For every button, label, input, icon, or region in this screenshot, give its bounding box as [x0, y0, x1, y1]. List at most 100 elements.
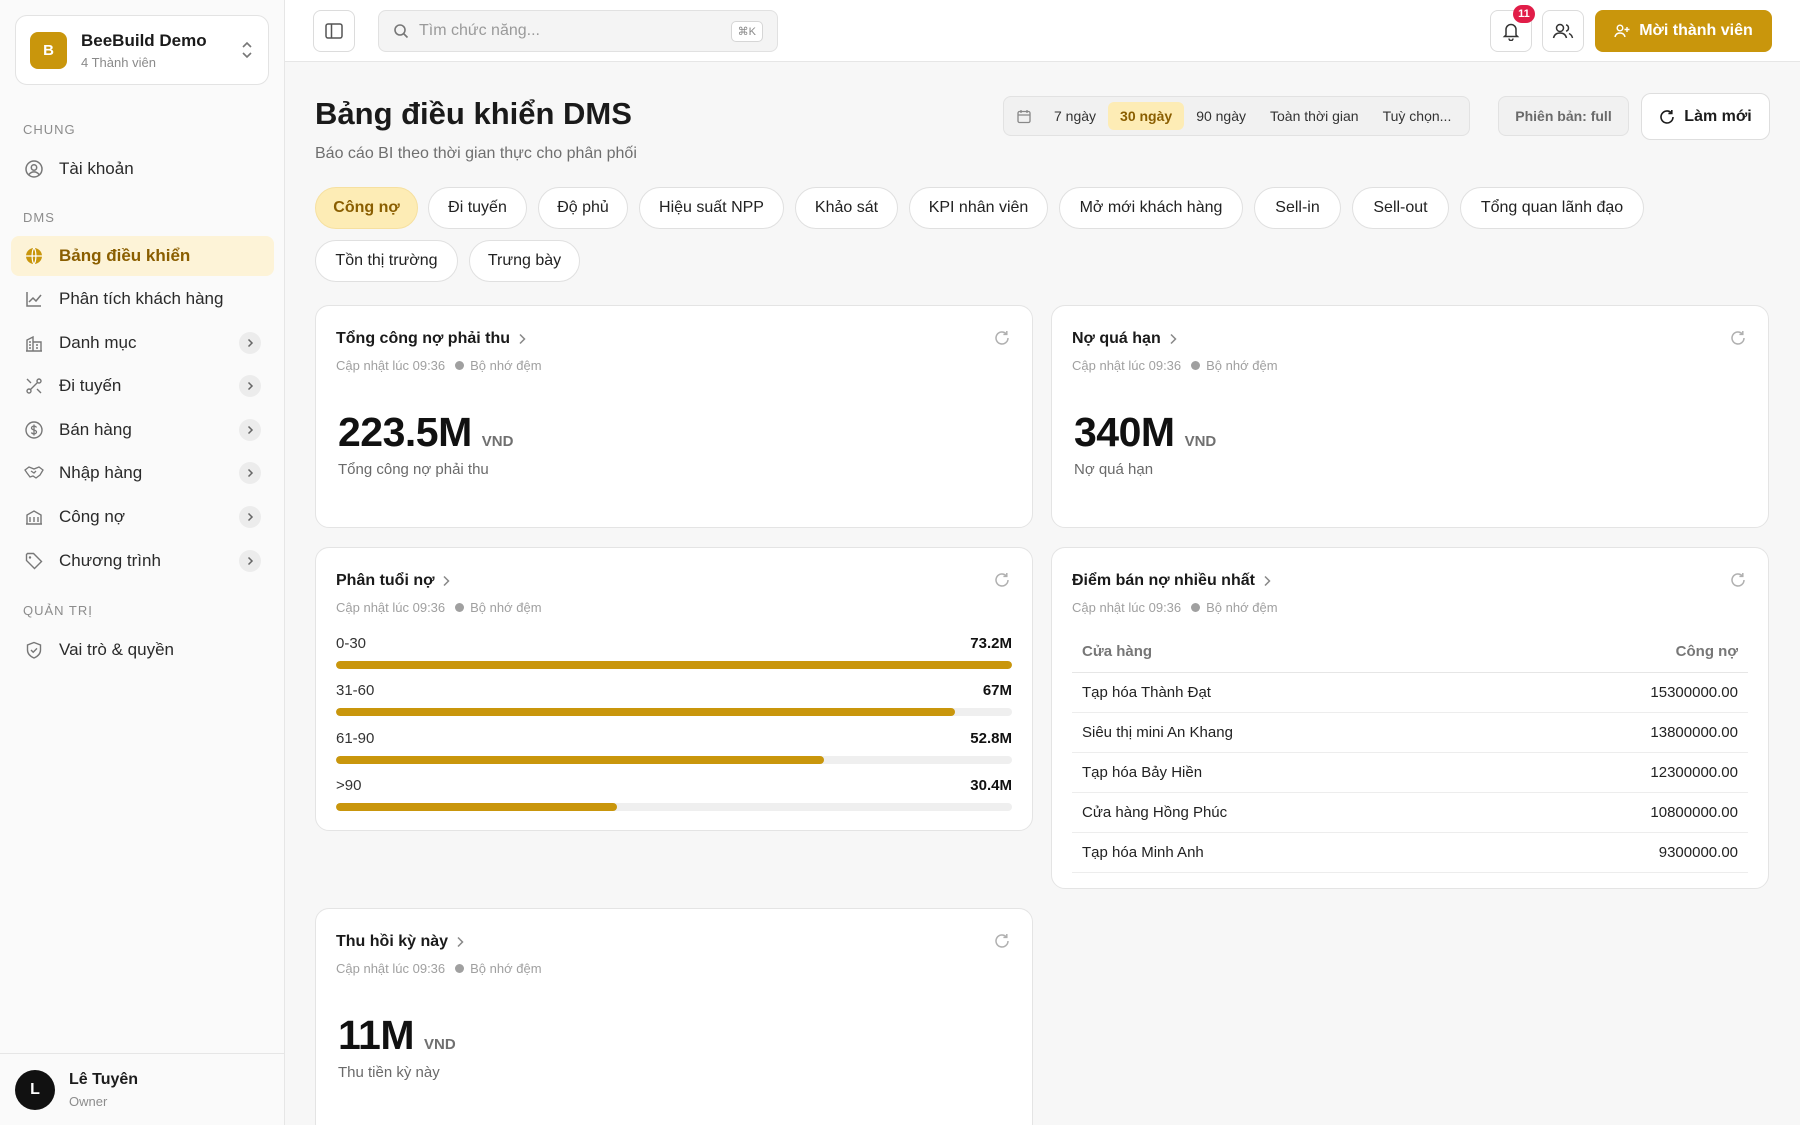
card-title-link[interactable]: Nợ quá hạn [1072, 330, 1177, 348]
tab-khao-sat[interactable]: Khảo sát [795, 187, 898, 229]
sidebar-toggle-button[interactable] [313, 10, 355, 52]
sidebar-item-label: Tài khoản [59, 159, 134, 178]
tab-tong-quan-lanh-dao[interactable]: Tổng quan lãnh đạo [1460, 187, 1644, 229]
user-profile[interactable]: L Lê Tuyên Owner [0, 1053, 285, 1125]
chevron-right-icon[interactable] [239, 375, 261, 397]
user-plus-icon [1614, 24, 1630, 38]
tab-trung-bay[interactable]: Trưng bày [469, 240, 580, 282]
card-title-link[interactable]: Phân tuổi nợ [336, 572, 451, 590]
range-7-days[interactable]: 7 ngày [1054, 108, 1097, 124]
aging-row: 0-30 73.2M [336, 635, 1012, 669]
chevron-right-icon[interactable] [239, 550, 261, 572]
sidebar-item-label: Phân tích khách hàng [59, 289, 224, 308]
card-overdue-debt: Nợ quá hạn Cập nhật lúc 09:36 Bộ nhớ đệm… [1051, 305, 1769, 528]
team-button[interactable] [1542, 10, 1584, 52]
sidebar-item-customer-analysis[interactable]: Phân tích khách hàng [11, 279, 274, 319]
card-title-link[interactable]: Tổng công nợ phải thu [336, 330, 526, 348]
column-header-store[interactable]: Cửa hàng [1072, 632, 1487, 673]
aging-row: 61-90 52.8M [336, 730, 1012, 764]
range-all-time[interactable]: Toàn thời gian [1270, 108, 1359, 124]
card-title: Nợ quá hạn [1072, 330, 1161, 347]
updated-time: Cập nhật lúc 09:36 [336, 961, 446, 976]
page-title: Bảng điều khiển DMS [315, 96, 632, 131]
aging-label: 61-90 [336, 730, 375, 747]
refresh-button[interactable]: Làm mới [1641, 93, 1770, 140]
workspace-members: 4 Thành viên [81, 54, 156, 70]
kpi-value: 223.5M [338, 409, 472, 455]
sidebar-item-label: Bán hàng [59, 420, 132, 439]
sidebar-item-roles[interactable]: Vai trò & quyền [11, 630, 274, 670]
date-range-selector: 7 ngày 30 ngày 90 ngày Toàn thời gian Tu… [1003, 96, 1471, 136]
debt-amount: 15300000.00 [1486, 672, 1748, 713]
tab-hieu-suat-npp[interactable]: Hiệu suất NPP [639, 187, 784, 229]
range-30-days[interactable]: 30 ngày [1108, 102, 1185, 130]
workspace-switcher[interactable]: B BeeBuild Demo 4 Thành viên [15, 15, 269, 85]
aging-bar-track [336, 803, 1012, 811]
aging-label: 31-60 [336, 682, 375, 699]
search-input[interactable] [419, 22, 731, 40]
notifications-button[interactable]: 11 [1490, 5, 1535, 52]
sidebar-item-debt[interactable]: Công nợ [11, 497, 274, 537]
topbar: ⌘K 11 Mời thành viên [285, 0, 1800, 62]
sidebar-item-account[interactable]: Tài khoản [11, 149, 274, 189]
invite-member-button[interactable]: Mời thành viên [1595, 10, 1772, 52]
tab-do-phu[interactable]: Độ phủ [538, 187, 628, 229]
tab-cong-no[interactable]: Công nợ [315, 187, 418, 229]
table-row[interactable]: Siêu thị mini An Khang 13800000.00 [1072, 712, 1748, 753]
sidebar-item-label: Chương trình [59, 551, 161, 570]
card-title-link[interactable]: Điểm bán nợ nhiều nhất [1072, 572, 1271, 590]
table-row[interactable]: Tạp hóa Bảy Hiền 12300000.00 [1072, 752, 1748, 793]
refresh-icon[interactable] [1730, 330, 1746, 346]
sidebar-toggle-icon [325, 23, 343, 39]
card-meta: Cập nhật lúc 09:36 Bộ nhớ đệm [1072, 358, 1278, 373]
search-box[interactable]: ⌘K [378, 10, 778, 52]
aging-bar-fill [336, 708, 955, 716]
tab-kpi-nhan-vien[interactable]: KPI nhân viên [909, 187, 1048, 229]
cache-label: Bộ nhớ đệm [1206, 358, 1278, 373]
kpi-value: 340M [1074, 409, 1175, 455]
sidebar-item-sales[interactable]: Bán hàng [11, 410, 274, 450]
refresh-icon[interactable] [994, 330, 1010, 346]
ledger-icon [24, 507, 44, 527]
user-circle-icon [24, 159, 44, 179]
sidebar-item-purchasing[interactable]: Nhập hàng [11, 453, 274, 493]
table-row[interactable]: Tạp hóa Thành Đạt 15300000.00 [1072, 672, 1748, 713]
sidebar-item-label: Vai trò & quyền [59, 640, 174, 659]
table-row[interactable]: Cửa hàng Hồng Phúc 10800000.00 [1072, 792, 1748, 833]
card-collection: Thu hồi kỳ này Cập nhật lúc 09:36 Bộ nhớ… [315, 908, 1033, 1125]
chevron-right-icon[interactable] [239, 419, 261, 441]
tab-ton-thi-truong[interactable]: Tồn thị trường [315, 240, 458, 282]
kpi-unit: VND [424, 1036, 456, 1053]
aging-label: 0-30 [336, 635, 367, 652]
tab-sell-out[interactable]: Sell-out [1352, 187, 1449, 229]
refresh-icon[interactable] [994, 572, 1010, 588]
debt-amount: 12300000.00 [1486, 752, 1748, 793]
tab-sell-in[interactable]: Sell-in [1254, 187, 1341, 229]
chevron-right-icon[interactable] [239, 332, 261, 354]
user-name: Lê Tuyên [69, 1070, 139, 1088]
bell-icon [1502, 23, 1520, 41]
avatar: L [15, 1069, 55, 1110]
refresh-icon[interactable] [994, 933, 1010, 949]
aging-bar-track [336, 708, 1012, 716]
shield-icon [24, 640, 44, 660]
sidebar-item-programs[interactable]: Chương trình [11, 541, 274, 581]
sidebar-item-catalog[interactable]: Danh mục [11, 323, 274, 363]
column-header-debt[interactable]: Công nợ [1486, 632, 1748, 673]
tab-di-tuyen[interactable]: Đi tuyến [428, 187, 527, 229]
store-name: Tạp hóa Thành Đạt [1072, 672, 1487, 713]
range-90-days[interactable]: 90 ngày [1196, 108, 1247, 124]
card-title-link[interactable]: Thu hồi kỳ này [336, 933, 464, 951]
table-row[interactable]: Tạp hóa Minh Anh 9300000.00 [1072, 832, 1748, 873]
kpi-unit: VND [1184, 433, 1217, 450]
range-custom[interactable]: Tuỳ chọn... [1382, 108, 1452, 124]
card-title: Tổng công nợ phải thu [336, 330, 511, 347]
refresh-icon[interactable] [1730, 572, 1746, 588]
tab-mo-moi-khach-hang[interactable]: Mở mới khách hàng [1059, 187, 1243, 229]
sidebar-item-dashboard[interactable]: Bảng điều khiển [11, 236, 274, 276]
sidebar-item-routes[interactable]: Đi tuyến [11, 366, 274, 406]
debt-amount: 10800000.00 [1486, 792, 1748, 833]
dollar-circle-icon [24, 420, 44, 440]
chevron-right-icon[interactable] [239, 506, 261, 528]
chevron-right-icon[interactable] [239, 462, 261, 484]
